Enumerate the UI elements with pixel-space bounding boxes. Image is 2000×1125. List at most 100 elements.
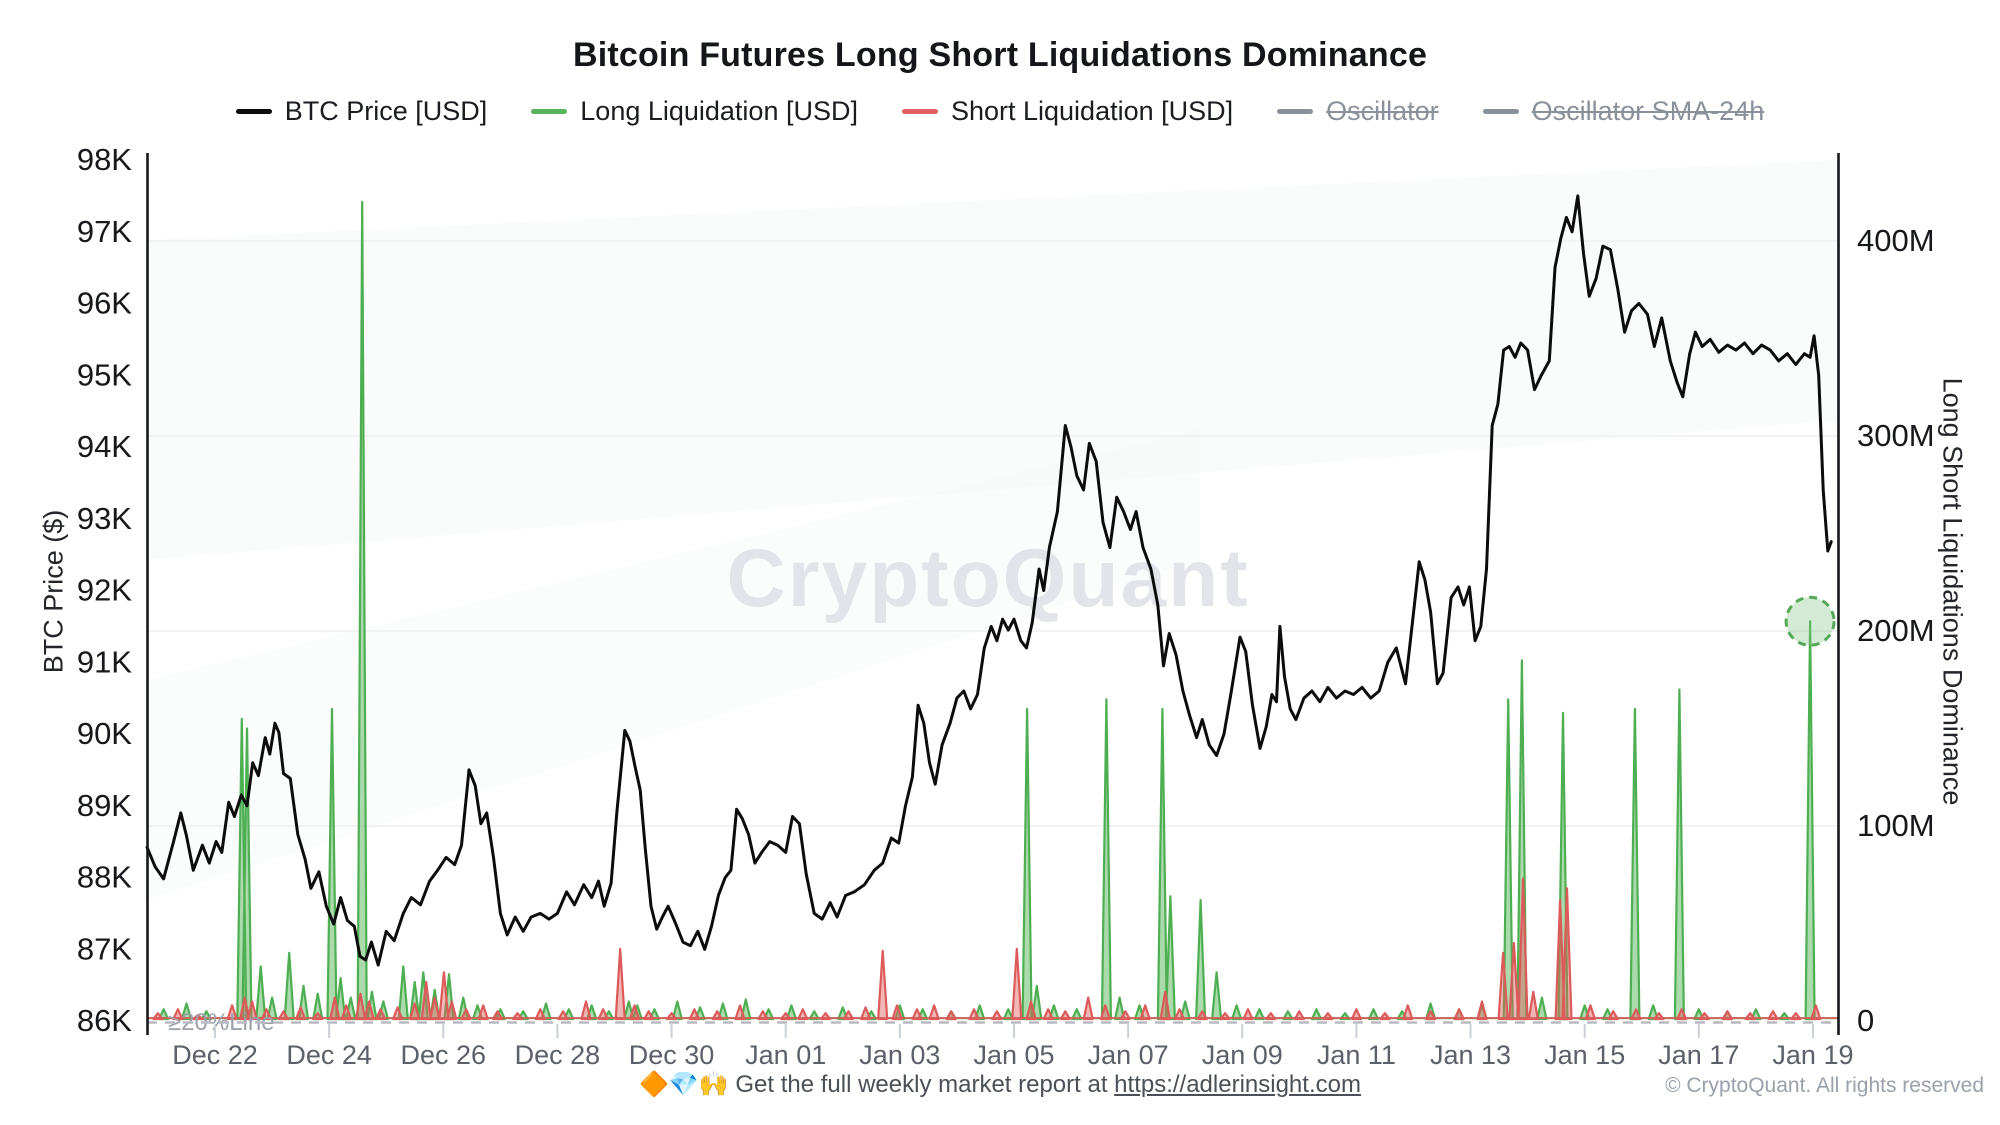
short-liquidation-spike [1425, 1010, 1437, 1021]
short-liquidation-spike [780, 1012, 792, 1021]
price-tick-label: 93K [77, 501, 132, 536]
highlight-circle [1784, 595, 1836, 647]
price-tick-label: 96K [77, 286, 132, 321]
short-liquidation-spike [239, 996, 251, 1021]
legend-item-label: Short Liquidation [USD] [950, 96, 1234, 126]
short-liquidation-spike [860, 1006, 872, 1021]
long-liquidation-spike [1195, 899, 1207, 1021]
x-tick-label: Jan 11 [1317, 1040, 1396, 1070]
long-liquidation-spike [283, 951, 295, 1021]
short-liquidation-spike [842, 1010, 855, 1021]
short-liquidation-spike [711, 1010, 723, 1021]
short-liquidation-spike [1350, 1008, 1362, 1021]
short-liquidation-spike [911, 1008, 923, 1021]
short-liquidation-spike [1744, 1012, 1756, 1021]
short-liquidation-spike [580, 1000, 592, 1021]
short-liquidation-spike [614, 947, 626, 1021]
short-liquidation-spike [392, 1006, 404, 1021]
long-liquidation-spike [1100, 698, 1112, 1021]
short-liquidation-spike [192, 1014, 204, 1021]
short-liquidation-spike [1173, 1008, 1186, 1021]
short-liquidation-spike [172, 1008, 184, 1021]
legend-item-1[interactable]: Long Liquidation [USD] [531, 96, 858, 127]
band [147, 430, 1200, 900]
short-liquidation-spike [1497, 951, 1509, 1021]
short-liquidation-spike [1059, 1010, 1071, 1021]
short-liquidation-spike [1082, 996, 1094, 1021]
legend-item-3[interactable]: Oscillator [1277, 96, 1439, 127]
x-tick-label: Dec 28 [515, 1040, 601, 1070]
short-liquidation-spike [438, 971, 450, 1021]
short-liquidation-spike [429, 996, 441, 1021]
short-liquidation-spike [1721, 1010, 1733, 1021]
short-liquidation-spike [1453, 1008, 1465, 1021]
legend-swatch-icon [235, 109, 272, 114]
short-liquidation-spike [354, 992, 367, 1021]
short-liquidation-spike [597, 1008, 609, 1021]
short-liquidation-spike [1698, 1012, 1711, 1021]
long-liquidation-spike [1629, 707, 1641, 1021]
legend-item-label: Oscillator [1326, 96, 1439, 126]
liq-tick-label: 0 [1857, 1003, 1874, 1038]
legend-item-0[interactable]: BTC Price [USD] [235, 96, 487, 127]
btc-price-line [145, 194, 1833, 967]
price-tick-label: 87K [77, 931, 132, 966]
short-liquidation-spike [797, 1008, 809, 1021]
short-liquidation-spike [666, 1012, 678, 1021]
short-liquidation-spike [1025, 1000, 1037, 1021]
short-liquidation-spike [340, 1004, 352, 1021]
long-liquidation-spike [1231, 1004, 1243, 1021]
short-liquidation-spike [1099, 1004, 1111, 1021]
short-liquidation-spike [877, 949, 889, 1021]
short-liquidation-spike [1584, 1004, 1596, 1021]
highlight-circle [1784, 595, 1836, 647]
long-liquidation-spike [1156, 707, 1168, 1021]
short-liquidation-spike [1517, 877, 1529, 1021]
short-liquidation-spike [628, 1004, 641, 1021]
short-liquidation-spike [409, 1002, 421, 1021]
price-tick-label: 97K [77, 214, 132, 249]
price-tick-label: 92K [77, 573, 132, 608]
price-tick-label: 89K [77, 788, 132, 823]
short-liquidation-spike [511, 1012, 524, 1021]
short-liquidation-spike [1265, 1012, 1277, 1021]
short-liquidation-spike [820, 1012, 832, 1021]
liq-tick-label: 100M [1857, 808, 1935, 843]
x-tick-label: Dec 24 [286, 1040, 372, 1070]
legend: BTC Price [USD] Long Liquidation [USD] Sho… [0, 96, 2000, 127]
short-liquidation-spike [557, 1010, 569, 1021]
short-liquidation-spike [312, 1012, 324, 1021]
short-liquidation-spike [1790, 1012, 1802, 1021]
long-liquidation-spike [1536, 996, 1548, 1021]
short-liquidation-spike [1676, 1008, 1688, 1021]
x-tick-label: Jan 01 [745, 1040, 826, 1070]
short-liquidation-spike [460, 1008, 472, 1021]
liq-tick-label: 300M [1857, 418, 1935, 453]
short-liquidation-spike [945, 1010, 957, 1021]
price-tick-label: 86K [77, 1003, 132, 1038]
x-tick-label: Dec 26 [400, 1040, 486, 1070]
price-tick-label: 95K [77, 357, 132, 392]
report-link[interactable]: https://adlerinsight.com [1114, 1071, 1361, 1098]
short-liquidation-spike [1630, 1008, 1642, 1021]
x-tick-label: Jan 13 [1430, 1040, 1511, 1070]
short-liquidation-spike [928, 1004, 940, 1021]
short-liquidation-spike [991, 1010, 1003, 1021]
legend-item-label: Oscillator SMA-24h [1531, 96, 1765, 126]
short-liquidation-spike [1607, 1010, 1619, 1021]
promo-text: 🔶💎🙌 Get the full weekly market report at [639, 1071, 1115, 1098]
x-tick-label: Jan 19 [1772, 1040, 1853, 1070]
price-tick-label: 91K [77, 644, 132, 679]
short-liquidation-spike [1810, 1004, 1822, 1021]
liq-tick-label: 200M [1857, 613, 1935, 648]
legend-swatch-icon [901, 109, 938, 114]
price-tick-label: 98K [77, 142, 132, 177]
price-tick-label: 88K [77, 860, 132, 895]
x-tick-label: Jan 03 [859, 1040, 940, 1070]
axes [146, 153, 1840, 1038]
legend-item-4[interactable]: Oscillator SMA-24h [1482, 96, 1765, 127]
x-tick-label: Jan 09 [1202, 1040, 1283, 1070]
legend-item-2[interactable]: Short Liquidation [USD] [901, 96, 1234, 127]
short-liquidation-spike [643, 1010, 655, 1021]
legend-swatch-icon [531, 109, 568, 114]
